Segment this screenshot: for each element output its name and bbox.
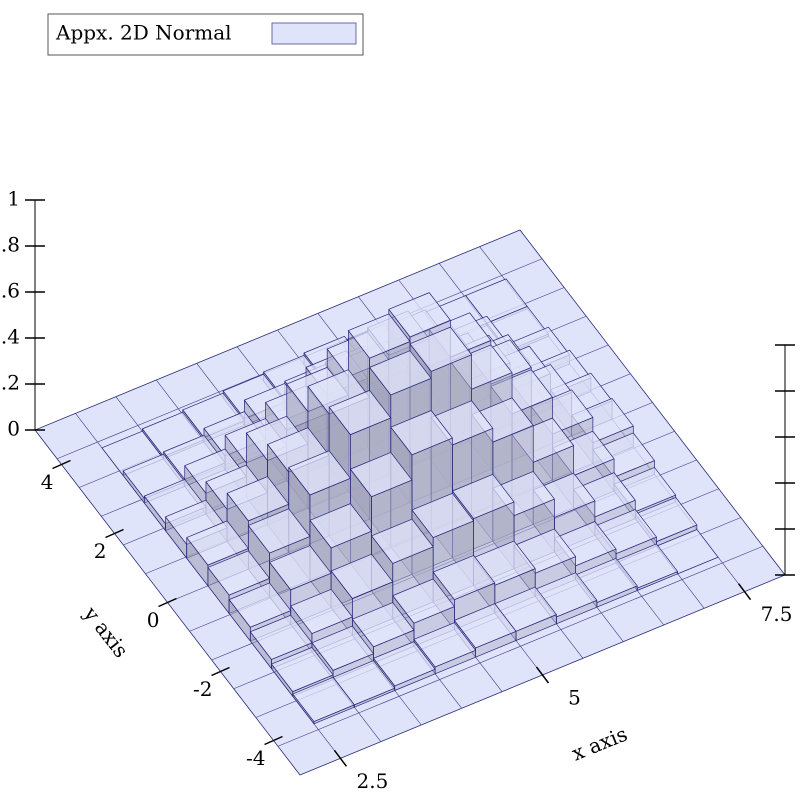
- bar-top: [247, 508, 311, 554]
- bar-top: [328, 390, 392, 435]
- bar-top: [330, 553, 394, 599]
- bar-top: [226, 476, 290, 522]
- bar-top: [454, 603, 517, 649]
- bars: [101, 278, 719, 725]
- bar-top: [249, 614, 313, 660]
- legend-swatch: [271, 22, 357, 45]
- z-tick-label: 0: [7, 417, 20, 441]
- y-tick: [52, 459, 71, 470]
- bar-top: [409, 326, 472, 372]
- bar-top: [452, 473, 515, 519]
- bar-top: [350, 452, 413, 498]
- bar-top: [411, 492, 474, 538]
- z-tick-label: 1: [7, 187, 20, 211]
- y-tick: [105, 528, 124, 539]
- y-tick-label: 4: [41, 470, 54, 494]
- bar-top: [186, 520, 249, 566]
- bar-top: [311, 625, 374, 671]
- bar-top: [390, 410, 453, 456]
- y-tick-label: 2: [94, 539, 107, 563]
- y-tick: [211, 666, 230, 677]
- bar-top: [271, 647, 334, 692]
- y-tick: [158, 597, 177, 608]
- y-tick-label: -2: [193, 677, 212, 701]
- z-tick-label: 0.6: [0, 279, 20, 303]
- x-axis-label: x axis: [568, 722, 630, 766]
- x-tick: [333, 749, 348, 767]
- y-tick: [264, 735, 283, 746]
- x-tick: [535, 666, 550, 684]
- bar-top: [228, 582, 292, 628]
- bar-top: [348, 313, 411, 359]
- bar-top: [269, 545, 332, 591]
- bar-top: [207, 550, 270, 596]
- bar-top: [392, 578, 455, 624]
- bar-top: [371, 518, 434, 564]
- bar-top: [288, 450, 351, 496]
- bar-top: [292, 676, 355, 722]
- x-tick-label: 5: [568, 686, 581, 710]
- bar-top: [290, 588, 353, 634]
- bar-top: [309, 503, 372, 549]
- x-tick: [737, 583, 752, 601]
- bar-top: [388, 292, 451, 338]
- legend-label: Appx. 2D Normal: [55, 21, 232, 45]
- bar-top: [373, 641, 436, 687]
- y-tick-label: -4: [246, 746, 265, 770]
- y-axis-label: y axis: [78, 601, 133, 662]
- z-tick-label: 0.2: [0, 371, 20, 395]
- x-tick-label: 2.5: [357, 769, 389, 793]
- bar-top: [413, 622, 476, 668]
- bar-top: [369, 350, 432, 396]
- z-tick-label: 0.8: [0, 233, 20, 257]
- y-tick-label: 0: [147, 608, 160, 632]
- bar-top: [352, 602, 415, 648]
- z-tick-label: 0.4: [0, 325, 20, 349]
- x-tick-label: 7.5: [761, 602, 793, 626]
- bar-top: [432, 555, 496, 601]
